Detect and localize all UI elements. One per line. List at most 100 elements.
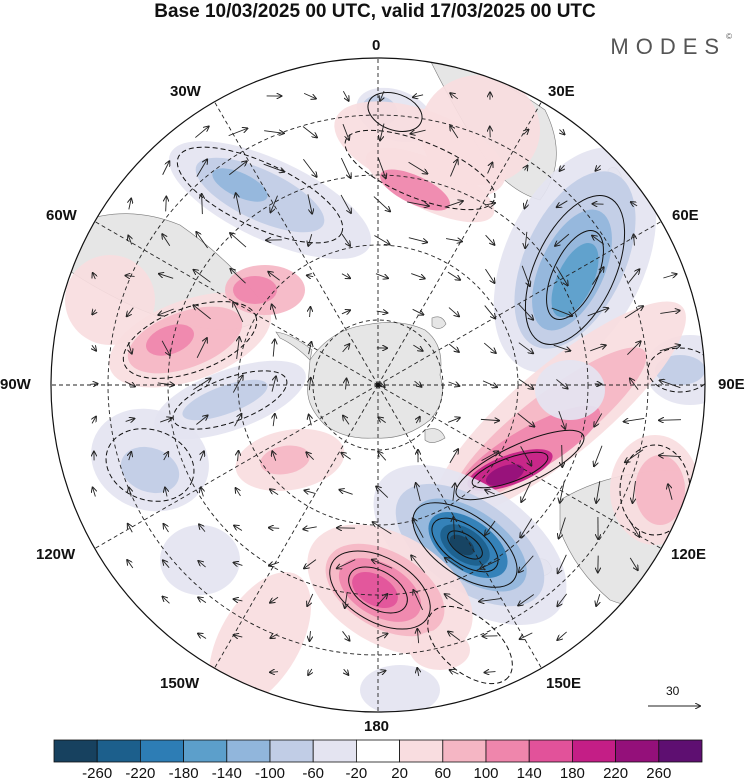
wind-vector-226 (310, 630, 311, 641)
wind-vector-209 (629, 557, 638, 570)
shaded-region-47 (360, 665, 440, 712)
colorbar-label-3: -140 (211, 765, 242, 782)
meridian-line-7 (214, 384, 379, 669)
wind-vector-64 (194, 270, 211, 283)
wind-vector-129 (92, 417, 96, 424)
wind-vector-120 (379, 380, 384, 387)
wind-vector-201 (337, 559, 356, 569)
wind-vector-171 (376, 486, 389, 498)
wind-vector-85 (341, 310, 350, 314)
colorbar-cell-9 (442, 739, 487, 763)
wind-vector-40 (444, 201, 463, 208)
wind-vector-83 (272, 304, 277, 320)
wind-vector-77 (663, 274, 676, 279)
wind-vector-216 (376, 594, 388, 607)
shaded-region-46 (208, 572, 312, 708)
wind-vector-101 (309, 342, 312, 355)
colorbar-cell-13 (615, 739, 660, 763)
copyright-mark: © (726, 32, 732, 41)
wind-vector-118 (309, 378, 310, 391)
wind-vector-131 (160, 418, 172, 423)
wind-vector-178 (633, 481, 636, 503)
meridian-line-4 (377, 384, 662, 549)
wind-vector-73 (521, 265, 530, 286)
wind-vector-135 (309, 415, 312, 426)
wind-vector-98 (196, 338, 207, 359)
wind-vector-45 (631, 202, 638, 206)
wind-vector-62 (125, 276, 135, 277)
wind-vector-160 (594, 445, 603, 466)
wind-vector-88 (448, 307, 459, 317)
wind-vector-167 (236, 488, 241, 497)
colorbar-cell-6 (312, 739, 357, 763)
wind-vector-173 (453, 483, 455, 501)
colorbar-label-4: -100 (254, 765, 286, 782)
wind-vector-14 (450, 126, 459, 139)
wind-vector-150 (238, 451, 239, 462)
wind-vector-222 (596, 593, 600, 606)
wind-vector-139 (447, 418, 460, 423)
wind-vector-161 (625, 449, 644, 463)
wind-vector-114 (157, 383, 174, 385)
wind-vector-125 (556, 379, 567, 388)
wind-vector-144 (624, 418, 645, 421)
wind-vector-57 (525, 231, 527, 248)
wind-vector-128 (660, 380, 681, 389)
wind-vector-42 (524, 199, 527, 209)
colorbar-cell-1 (96, 739, 141, 763)
wind-vector-179 (668, 484, 673, 500)
wind-vector-20 (229, 161, 246, 176)
wind-vector-9 (264, 131, 284, 134)
colorbar-label-10: 140 (516, 765, 542, 782)
meridian-line-8 (94, 384, 379, 549)
wind-vector-133 (234, 414, 242, 427)
wind-vector-204 (445, 558, 464, 571)
wind-vector-71 (447, 271, 460, 280)
label-150e: 150E (546, 675, 582, 692)
wind-vector-48 (196, 232, 209, 249)
contour-line-9 (176, 146, 344, 244)
wind-vector-166 (201, 488, 204, 497)
wind-vector-214 (307, 593, 314, 606)
wind-vector-2 (342, 90, 348, 101)
wind-vector-49 (230, 233, 247, 248)
wind-vector-236 (344, 668, 349, 675)
wind-vector-205 (480, 558, 501, 569)
wind-vector-23 (340, 157, 350, 178)
wind-vector-74 (555, 266, 567, 286)
wind-vector-145 (659, 420, 682, 421)
colorbar-label-11: 180 (559, 765, 585, 782)
wind-vector-138 (416, 417, 420, 424)
sub-antarctic-islands-shape (424, 428, 446, 443)
wind-vector-43 (557, 200, 568, 207)
contour-line-3 (455, 429, 585, 501)
wind-vector-46 (128, 236, 131, 245)
wind-vector-141 (517, 412, 535, 426)
wind-vector-174 (485, 490, 495, 494)
shaded-region-12 (551, 242, 599, 318)
wind-vector-164 (129, 488, 131, 497)
brand-name: MODES (610, 34, 727, 59)
wind-vector-69 (375, 273, 388, 279)
wind-vector-181 (164, 524, 169, 533)
wind-vector-36 (307, 194, 312, 213)
shaded-region-38 (65, 255, 155, 345)
wind-vector-158 (520, 446, 532, 465)
wind-vector-163 (93, 488, 96, 497)
label-0: 0 (372, 37, 381, 54)
wind-vector-149 (200, 451, 204, 461)
wind-vector-112 (90, 384, 97, 385)
wind-vector-41 (484, 203, 495, 205)
shaded-region-48 (535, 360, 605, 420)
wind-vector-153 (341, 453, 351, 460)
wind-vector-65 (230, 269, 246, 284)
wind-vector-92 (587, 308, 609, 317)
wind-vector-102 (342, 344, 350, 353)
wind-vector-227 (342, 631, 349, 640)
wind-vector-196 (163, 560, 170, 568)
wind-vector-70 (411, 273, 424, 279)
wind-vector-192 (559, 517, 566, 539)
wind-vector-239 (450, 670, 459, 674)
